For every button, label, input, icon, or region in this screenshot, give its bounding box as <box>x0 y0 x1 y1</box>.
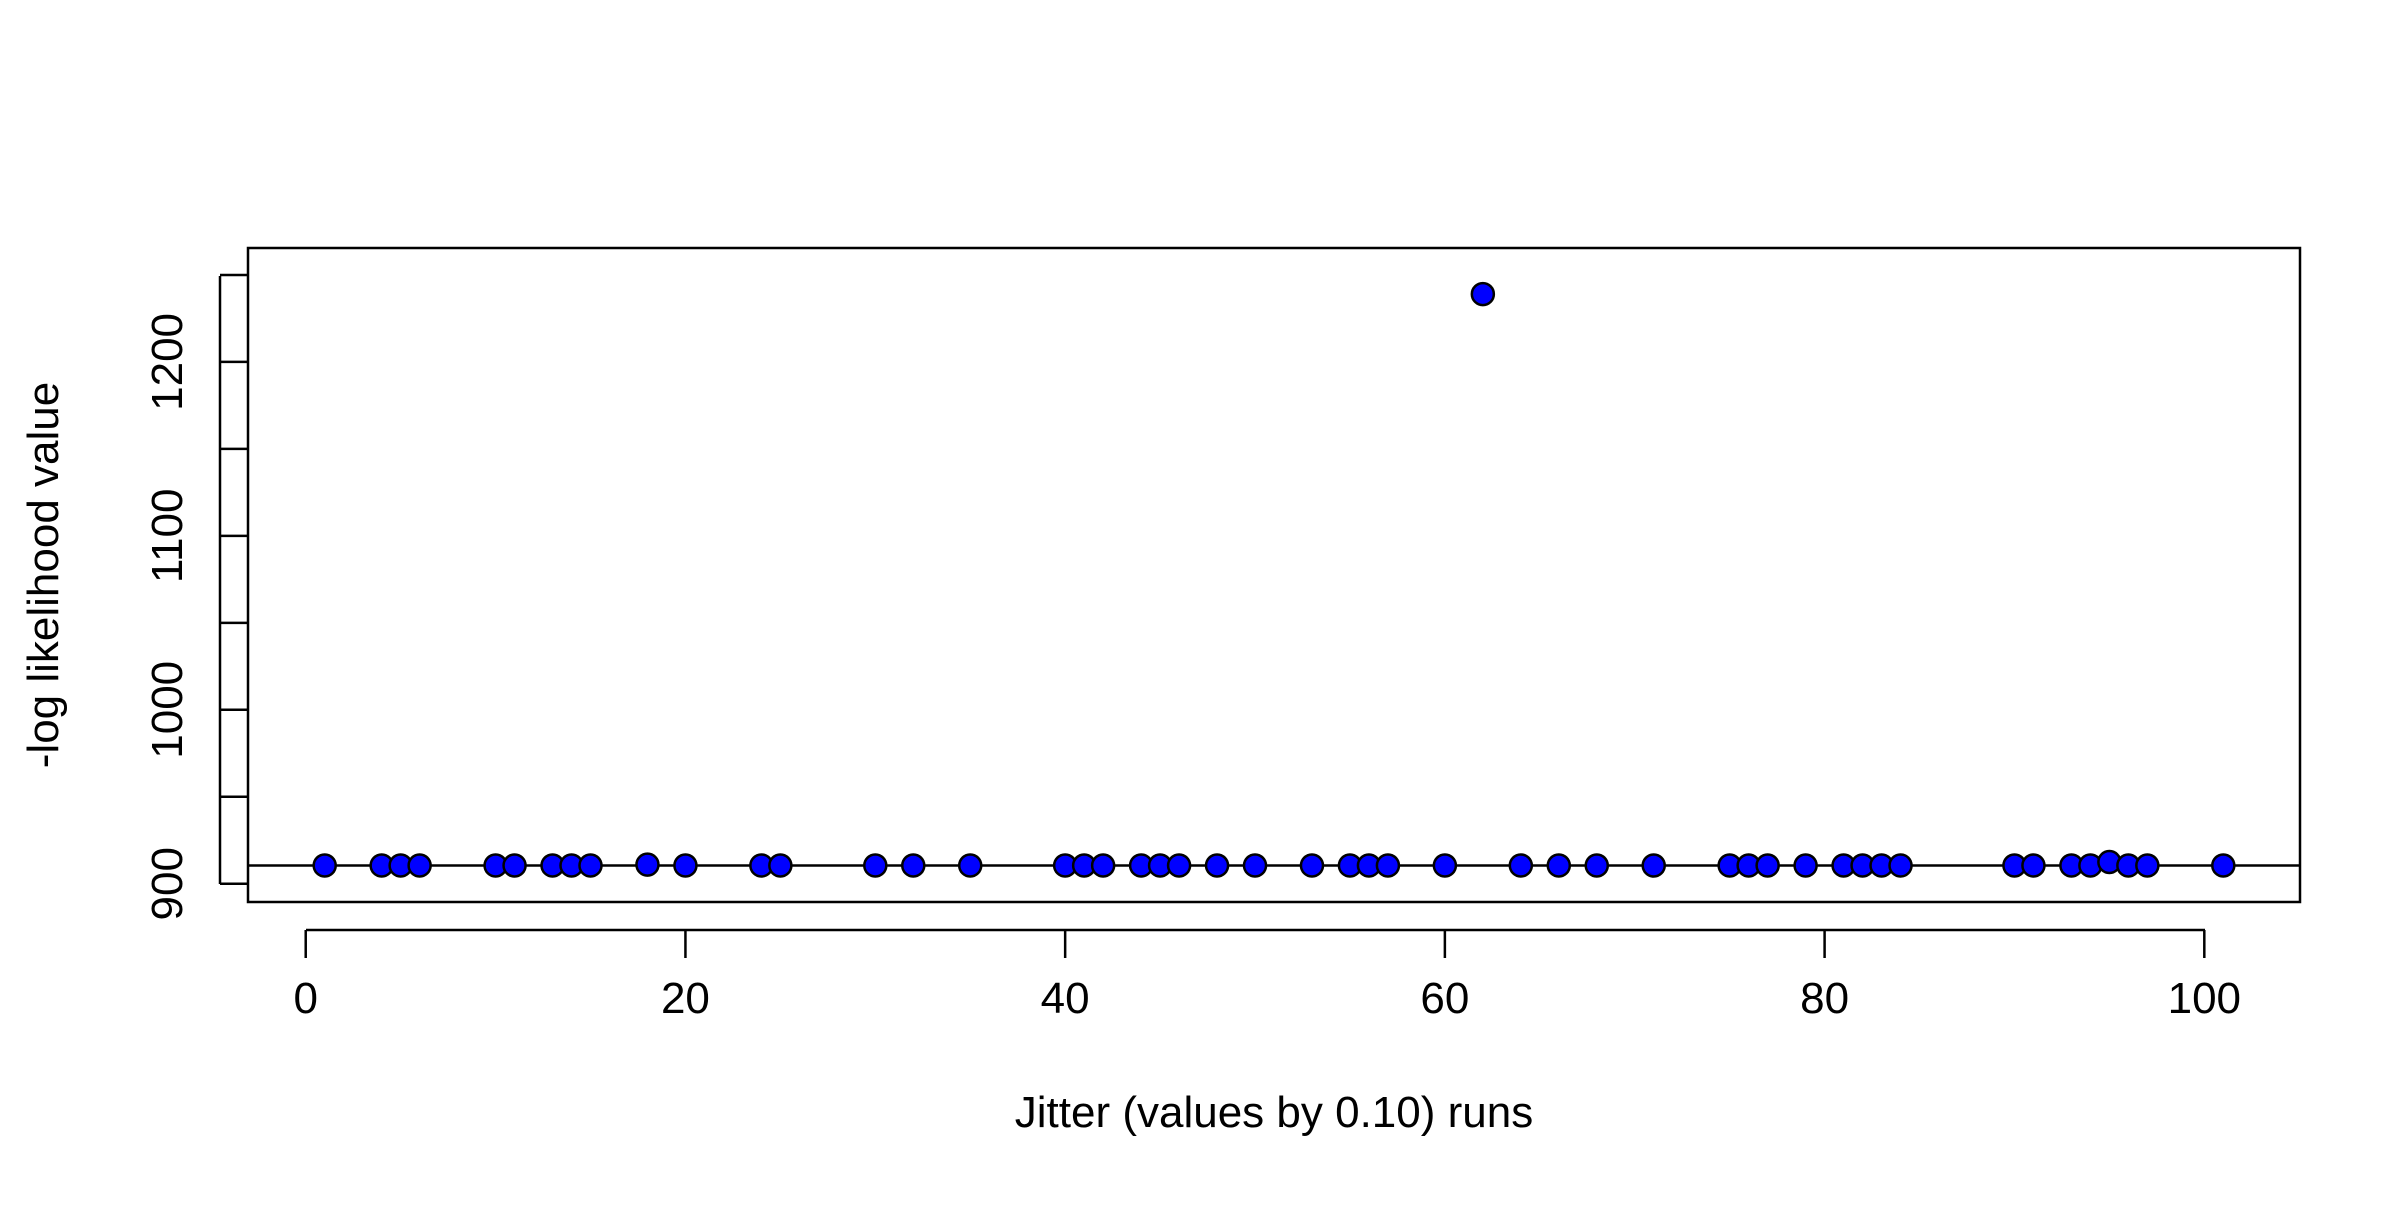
x-tick-label: 100 <box>2168 974 2241 1023</box>
x-tick-label: 60 <box>1420 974 1469 1023</box>
y-tick-label: 1100 <box>143 489 192 584</box>
data-point <box>2021 853 2046 878</box>
x-tick-label: 0 <box>293 974 317 1023</box>
data-point <box>578 853 603 878</box>
data-point <box>673 853 698 878</box>
y-tick-label: 1000 <box>143 661 192 759</box>
data-point <box>1508 853 1534 878</box>
y-axis-label: -log likelihood value <box>19 382 68 768</box>
data-points <box>312 281 2236 878</box>
data-point <box>768 853 793 878</box>
data-point <box>1641 853 1666 878</box>
data-point <box>1584 853 1610 878</box>
data-point <box>1090 853 1116 878</box>
y-tick-label: 1200 <box>143 313 192 411</box>
data-point <box>1299 853 1325 878</box>
data-point <box>1546 853 1572 878</box>
data-point <box>957 853 983 878</box>
data-point <box>1793 853 1818 878</box>
data-point <box>1242 853 1268 878</box>
data-point <box>901 853 926 878</box>
data-point <box>502 853 527 878</box>
data-point <box>1375 853 1401 878</box>
data-point <box>312 853 337 878</box>
y-tick-label: 900 <box>143 847 192 920</box>
x-tick-label: 40 <box>1041 974 1090 1023</box>
plot-frame <box>246 246 2302 904</box>
y-axis: 900 1000 1100 1200 <box>143 273 248 920</box>
data-point <box>1204 853 1230 878</box>
data-point <box>1432 853 1458 878</box>
data-point <box>635 852 660 877</box>
data-point <box>2135 853 2160 878</box>
x-tick-label: 80 <box>1800 974 1849 1023</box>
data-point <box>1888 853 1913 878</box>
data-point <box>407 853 432 878</box>
data-point <box>1470 281 1496 307</box>
data-point <box>1166 853 1192 878</box>
x-axis-label: Jitter (values by 0.10) runs <box>1015 1088 1533 1137</box>
data-point <box>1755 853 1780 878</box>
data-point <box>863 853 888 878</box>
x-axis: 0 20 40 60 80 100 <box>293 928 2241 1023</box>
x-tick-label: 20 <box>661 974 710 1023</box>
data-point <box>2211 853 2236 878</box>
